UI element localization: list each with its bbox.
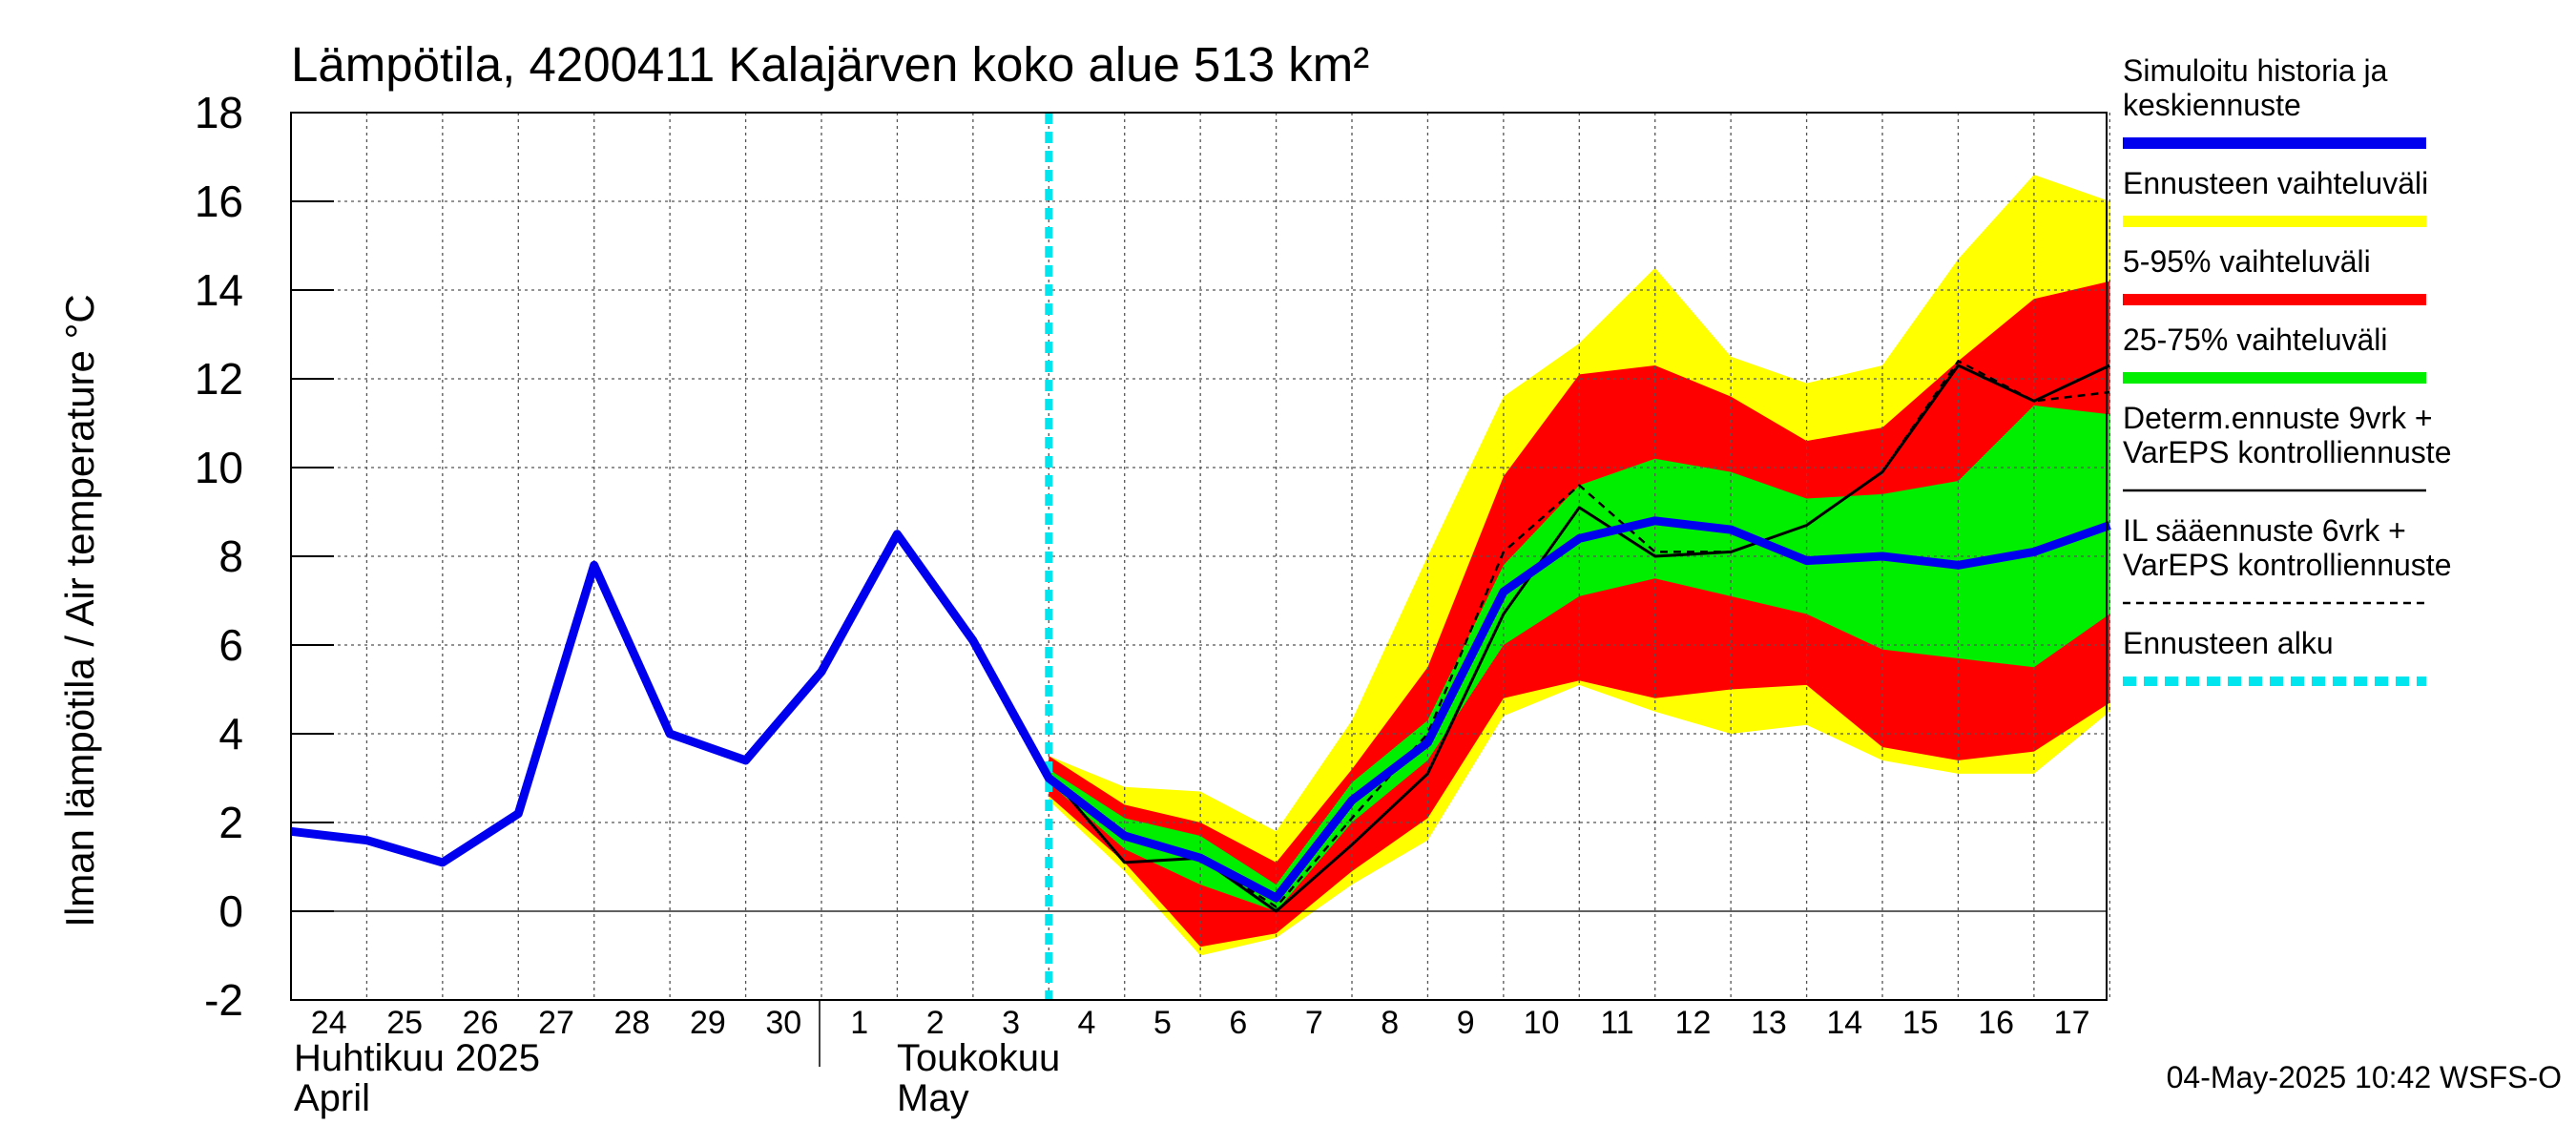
series-lines [290, 113, 2111, 1000]
grid-lines [291, 113, 2110, 1000]
y-axis-label: Ilman lämpötila / Air temperature °C [57, 294, 102, 926]
month-label-fi: Toukokuu [897, 1037, 1060, 1079]
y-axis-ticks: -2 0 2 4 6 8 10 12 14 16 18 [195, 88, 334, 1025]
legend-label: VarEPS kontrolliennuste [2123, 548, 2451, 582]
y-tick-label: 18 [195, 88, 243, 137]
x-tick-label: 27 [538, 1005, 574, 1041]
x-tick-label: 11 [1600, 1005, 1633, 1041]
x-tick-label: 13 [1751, 1005, 1787, 1041]
month-label-en: May [897, 1077, 969, 1119]
x-tick-label: 28 [614, 1005, 651, 1041]
legend-label: Ennusteen alku [2123, 626, 2334, 660]
x-tick-label: 14 [1826, 1005, 1862, 1041]
x-tick-label: 5 [1153, 1005, 1172, 1041]
series-line-mean-forecast [290, 516, 2111, 903]
x-tick-label: 15 [1902, 1005, 1939, 1041]
x-axis-ticks: 24 25 26 27 28 29 30 1 2 3 4 5 6 7 8 9 10 11 12 13 14 15 16 17 [311, 1000, 2090, 1067]
x-tick-label: 10 [1524, 1005, 1560, 1041]
legend-label: Ennusteen vaihteluväli [2123, 166, 2428, 200]
y-tick-label: 14 [195, 265, 243, 315]
band-00ee00 [1049, 405, 2110, 911]
x-tick-label: 29 [690, 1005, 726, 1041]
legend-label: IL sääennuste 6vrk + [2123, 513, 2406, 548]
x-tick-label: 12 [1675, 1005, 1712, 1041]
x-tick-label: 7 [1305, 1005, 1323, 1041]
y-tick-label: 4 [218, 709, 243, 759]
x-tick-label: 9 [1457, 1005, 1475, 1041]
legend-label: keskiennuste [2123, 88, 2301, 122]
x-tick-label: 4 [1078, 1005, 1096, 1041]
x-tick-label: 1 [850, 1005, 868, 1041]
y-tick-label: 2 [218, 798, 243, 847]
x-tick-label: 24 [311, 1005, 347, 1041]
legend-label: Determ.ennuste 9vrk + [2123, 401, 2433, 435]
x-tick-label: 30 [765, 1005, 801, 1041]
y-tick-label: 8 [218, 531, 243, 581]
y-tick-label: -2 [204, 975, 243, 1025]
legend-label: VarEPS kontrolliennuste [2123, 435, 2451, 469]
x-tick-label: 8 [1381, 1005, 1399, 1041]
y-tick-label: 12 [195, 354, 243, 404]
x-tick-label: 2 [926, 1005, 945, 1041]
x-tick-label: 26 [463, 1005, 499, 1041]
chart-title: Lämpötila, 4200411 Kalajärven koko alue … [291, 37, 1369, 92]
legend-label: Simuloitu historia ja [2123, 53, 2388, 88]
y-tick-label: 0 [218, 886, 243, 936]
legend-label: 5-95% vaihteluväli [2123, 244, 2371, 279]
series-line-il-forecast [971, 360, 2110, 908]
x-tick-label: 25 [386, 1005, 423, 1041]
x-tick-label: 3 [1002, 1005, 1020, 1041]
y-tick-label: 16 [195, 177, 243, 226]
timestamp-footer: 04-May-2025 10:42 WSFS-O [2167, 1060, 2562, 1094]
x-tick-label: 16 [1978, 1005, 2014, 1041]
month-label-en: April [294, 1077, 370, 1119]
y-tick-label: 10 [195, 443, 243, 492]
month-label-fi: Huhtikuu 2025 [294, 1037, 540, 1079]
x-tick-label: 17 [2054, 1005, 2090, 1041]
y-tick-label: 6 [218, 620, 243, 670]
x-tick-label: 6 [1229, 1005, 1247, 1041]
legend-label: 25-75% vaihteluväli [2123, 323, 2388, 357]
